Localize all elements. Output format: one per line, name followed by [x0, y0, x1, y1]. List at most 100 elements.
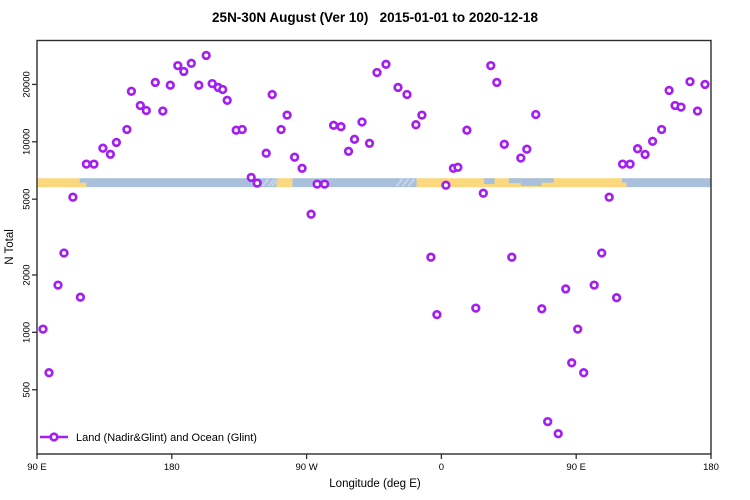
data-point [141, 105, 151, 116]
data-point [297, 163, 307, 173]
data-point [237, 124, 247, 135]
band-segment-ocean [621, 178, 711, 188]
coastline-mark [271, 178, 279, 187]
data-point [640, 149, 650, 160]
data-point [336, 122, 346, 132]
x-tick-label: 180 [703, 462, 719, 473]
data-point [537, 304, 547, 314]
data-point [68, 192, 78, 202]
y-tick-label: 10000 [22, 129, 33, 155]
data-point [432, 309, 442, 320]
coastline-mark [267, 178, 276, 187]
data-point [59, 248, 69, 258]
band-detail-land [79, 182, 87, 188]
data-point [222, 95, 232, 105]
data-point [312, 179, 322, 189]
band-detail-land [621, 182, 627, 188]
x-tick-label: 90 E [566, 462, 586, 473]
data-point [611, 293, 622, 303]
band-detail-ocean [508, 178, 521, 184]
data-point [417, 110, 427, 120]
data-point [150, 77, 160, 88]
data-point [589, 280, 599, 290]
data-point [499, 139, 509, 149]
data-point [218, 84, 228, 95]
data-point [507, 252, 517, 262]
data-point [44, 368, 54, 378]
data-point [402, 89, 412, 100]
data-point [81, 159, 92, 169]
legend-label: Land (Nadir&Glint) and Ocean (Glint) [76, 432, 257, 444]
data-point [617, 159, 628, 169]
chart-title: 25N-30N August (Ver 10) 2015-01-01 to 20… [212, 10, 538, 25]
data-point [393, 82, 403, 93]
y-tick-label: 20000 [22, 71, 33, 97]
data-point [328, 120, 339, 130]
data-point [486, 60, 496, 71]
data-point [135, 100, 145, 111]
data-point [597, 248, 607, 258]
data-point [98, 143, 108, 153]
x-axis-title: Longitude (deg E) [329, 478, 421, 490]
data-point [700, 79, 710, 90]
data-point [173, 60, 183, 71]
y-tick-label: 1000 [22, 322, 33, 343]
data-point [656, 124, 667, 135]
data-point [685, 76, 695, 87]
coastline-mark [401, 178, 410, 187]
data-point [573, 324, 583, 334]
data-point [543, 416, 553, 427]
data-point [201, 50, 211, 61]
data-point [522, 144, 532, 154]
land-ocean-band [37, 178, 711, 188]
data-point [567, 358, 577, 368]
data-point [357, 117, 367, 127]
data-point [53, 280, 63, 290]
data-point [207, 78, 217, 89]
data-point [632, 144, 643, 154]
data-point [381, 59, 391, 69]
data-point [426, 252, 436, 262]
y-tick-label: 5000 [22, 189, 33, 210]
data-point [604, 192, 614, 202]
data-point [531, 109, 541, 120]
y-tick-label: 2000 [22, 264, 33, 285]
data-point [664, 85, 674, 96]
data-point [343, 146, 354, 156]
data-point [179, 66, 189, 77]
data-point [75, 292, 86, 302]
x-tick-label: 0 [439, 462, 444, 473]
data-point [38, 324, 48, 334]
data-points [38, 50, 710, 439]
coastline-mark [407, 178, 416, 187]
data-point [165, 80, 175, 90]
data-point [579, 368, 589, 378]
data-point [267, 89, 277, 100]
data-point [319, 179, 330, 189]
data-point [478, 188, 488, 198]
data-point [186, 58, 196, 68]
data-point [625, 159, 635, 169]
data-point [89, 159, 99, 169]
x-axis: 90 E 180 90 W 0 90 E 180 [27, 454, 719, 473]
band-segment-ocean [79, 178, 277, 188]
band-detail-ocean [520, 178, 542, 186]
data-point [246, 172, 256, 183]
coastline-mark [395, 178, 404, 187]
data-point [111, 137, 122, 148]
data-point [276, 124, 286, 135]
band-detail-ocean [541, 178, 554, 183]
x-tick-label: 90 E [27, 462, 47, 473]
legend-point-marker [49, 432, 59, 442]
band-detail-ocean [484, 178, 495, 185]
data-point [647, 136, 658, 146]
data-point [692, 106, 703, 116]
data-point [411, 120, 421, 130]
y-axis-title: N Total [4, 229, 16, 265]
data-point [122, 124, 132, 135]
data-point [516, 153, 526, 163]
legend: Land (Nadir&Glint) and Ocean (Glint) [40, 432, 257, 444]
data-point [462, 125, 472, 135]
plot-border-box [36, 39, 712, 455]
